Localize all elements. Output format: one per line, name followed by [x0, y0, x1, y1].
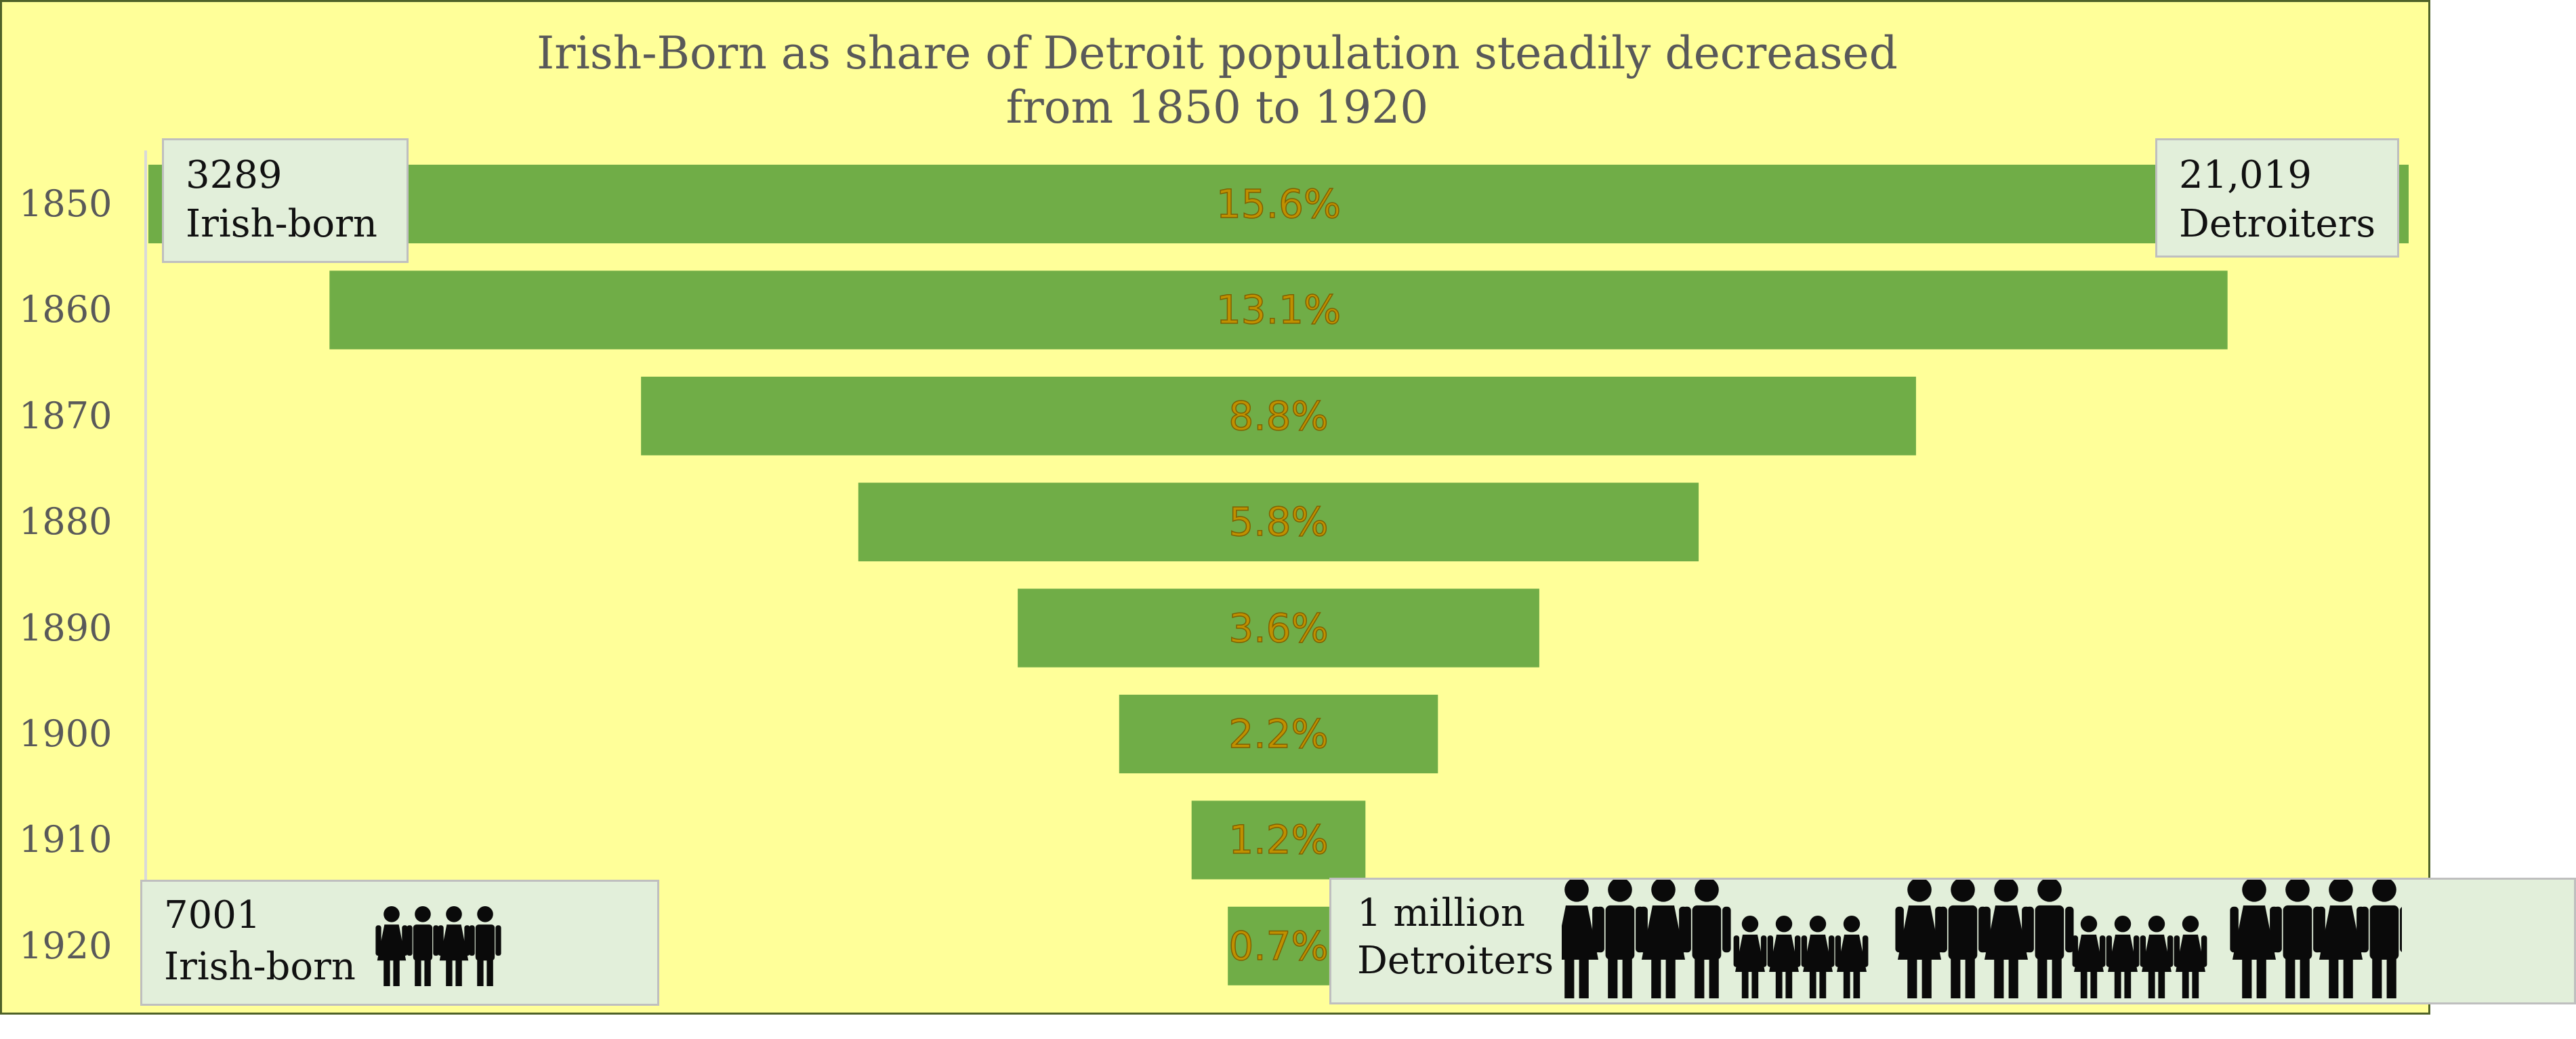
y-tick-1880: 1880 — [19, 500, 112, 544]
y-tick-1860: 1860 — [19, 288, 112, 331]
child-figure-icon — [1767, 916, 1801, 998]
y-tick-1900: 1900 — [19, 712, 112, 755]
chart-title-line-1: Irish-Born as share of Detroit populatio… — [537, 27, 1898, 79]
bar-1870 — [641, 376, 1916, 455]
bar-value-label-1910: 1.2% — [1228, 817, 1329, 863]
adult-figure-icon — [1682, 880, 1731, 998]
child-figure-icon — [2174, 916, 2207, 998]
bar-value-label-1850: 15.6% — [1216, 181, 1342, 227]
child-figure-icon — [1733, 916, 1767, 998]
bar-1910 — [1191, 800, 1366, 880]
child-figure-icon — [2106, 916, 2140, 998]
callout-detroiters-1850: 21,019 Detroiters — [2155, 138, 2399, 258]
callout-label: Irish-born — [164, 945, 356, 989]
child-figure-icon — [1801, 916, 1835, 998]
child-figure-icon — [2072, 916, 2106, 998]
child-figure-icon — [1835, 916, 1869, 998]
bars-layer — [148, 165, 2409, 985]
callout-number: 1 million — [1357, 891, 1525, 935]
adult-figure-icon — [2025, 880, 2074, 998]
bar-value-label-1920: 0.7% — [1228, 922, 1329, 969]
bar-value-label-1900: 2.2% — [1228, 711, 1329, 757]
adult-figure-icon — [375, 906, 408, 986]
callout-irish-born-1850: 3289 Irish-born — [162, 138, 409, 263]
family-group-icon — [375, 906, 501, 986]
y-tick-1870: 1870 — [19, 394, 112, 437]
bar-1880 — [858, 483, 1699, 562]
adult-figure-icon — [1596, 880, 1644, 998]
callout-label: Irish-born — [186, 202, 377, 246]
adult-figure-icon — [1938, 880, 1987, 998]
callout-number: 3289 — [186, 153, 283, 197]
bar-value-label-1860: 13.1% — [1216, 287, 1342, 333]
callout-label: Detroiters — [2179, 202, 2376, 246]
bar-1920 — [1228, 906, 1329, 985]
chart-title-line-2: from 1850 to 1920 — [1005, 81, 1429, 134]
bar-value-label-1890: 3.6% — [1228, 605, 1329, 651]
adult-figure-icon — [407, 906, 439, 986]
adult-figure-icon — [2273, 880, 2322, 998]
callout-irish-born-1920: 7001 Irish-born — [140, 880, 659, 1006]
bar-1900 — [1119, 695, 1438, 773]
child-figure-icon — [2140, 916, 2174, 998]
people-crowd-icon — [1562, 880, 2402, 998]
adult-figure-icon — [2230, 880, 2279, 998]
callout-label: Detroiters — [1357, 939, 1554, 983]
bar-value-label-1870: 8.8% — [1228, 392, 1329, 439]
adult-figure-icon — [469, 906, 501, 986]
adult-figure-icon — [2360, 880, 2402, 998]
adult-figure-icon — [438, 906, 470, 986]
callout-number: 7001 — [164, 893, 261, 937]
adult-figure-icon — [1639, 880, 1688, 998]
y-tick-1920: 1920 — [19, 924, 112, 967]
y-tick-1890: 1890 — [19, 606, 112, 649]
y-tick-1910: 1910 — [19, 818, 112, 861]
bar-value-label-1880: 5.8% — [1228, 499, 1329, 546]
bar-1860 — [329, 270, 2228, 350]
bar-1890 — [1018, 588, 1539, 668]
y-tick-1850: 1850 — [19, 182, 112, 225]
bar-1850 — [148, 165, 2409, 243]
adult-figure-icon — [2317, 880, 2365, 998]
adult-figure-icon — [1982, 880, 2031, 998]
callout-detroiters-1920: 1 million Detroiters — [1329, 878, 2576, 1004]
callout-number: 21,019 — [2179, 153, 2312, 197]
adult-figure-icon — [1562, 880, 1601, 998]
adult-figure-icon — [1895, 880, 1944, 998]
